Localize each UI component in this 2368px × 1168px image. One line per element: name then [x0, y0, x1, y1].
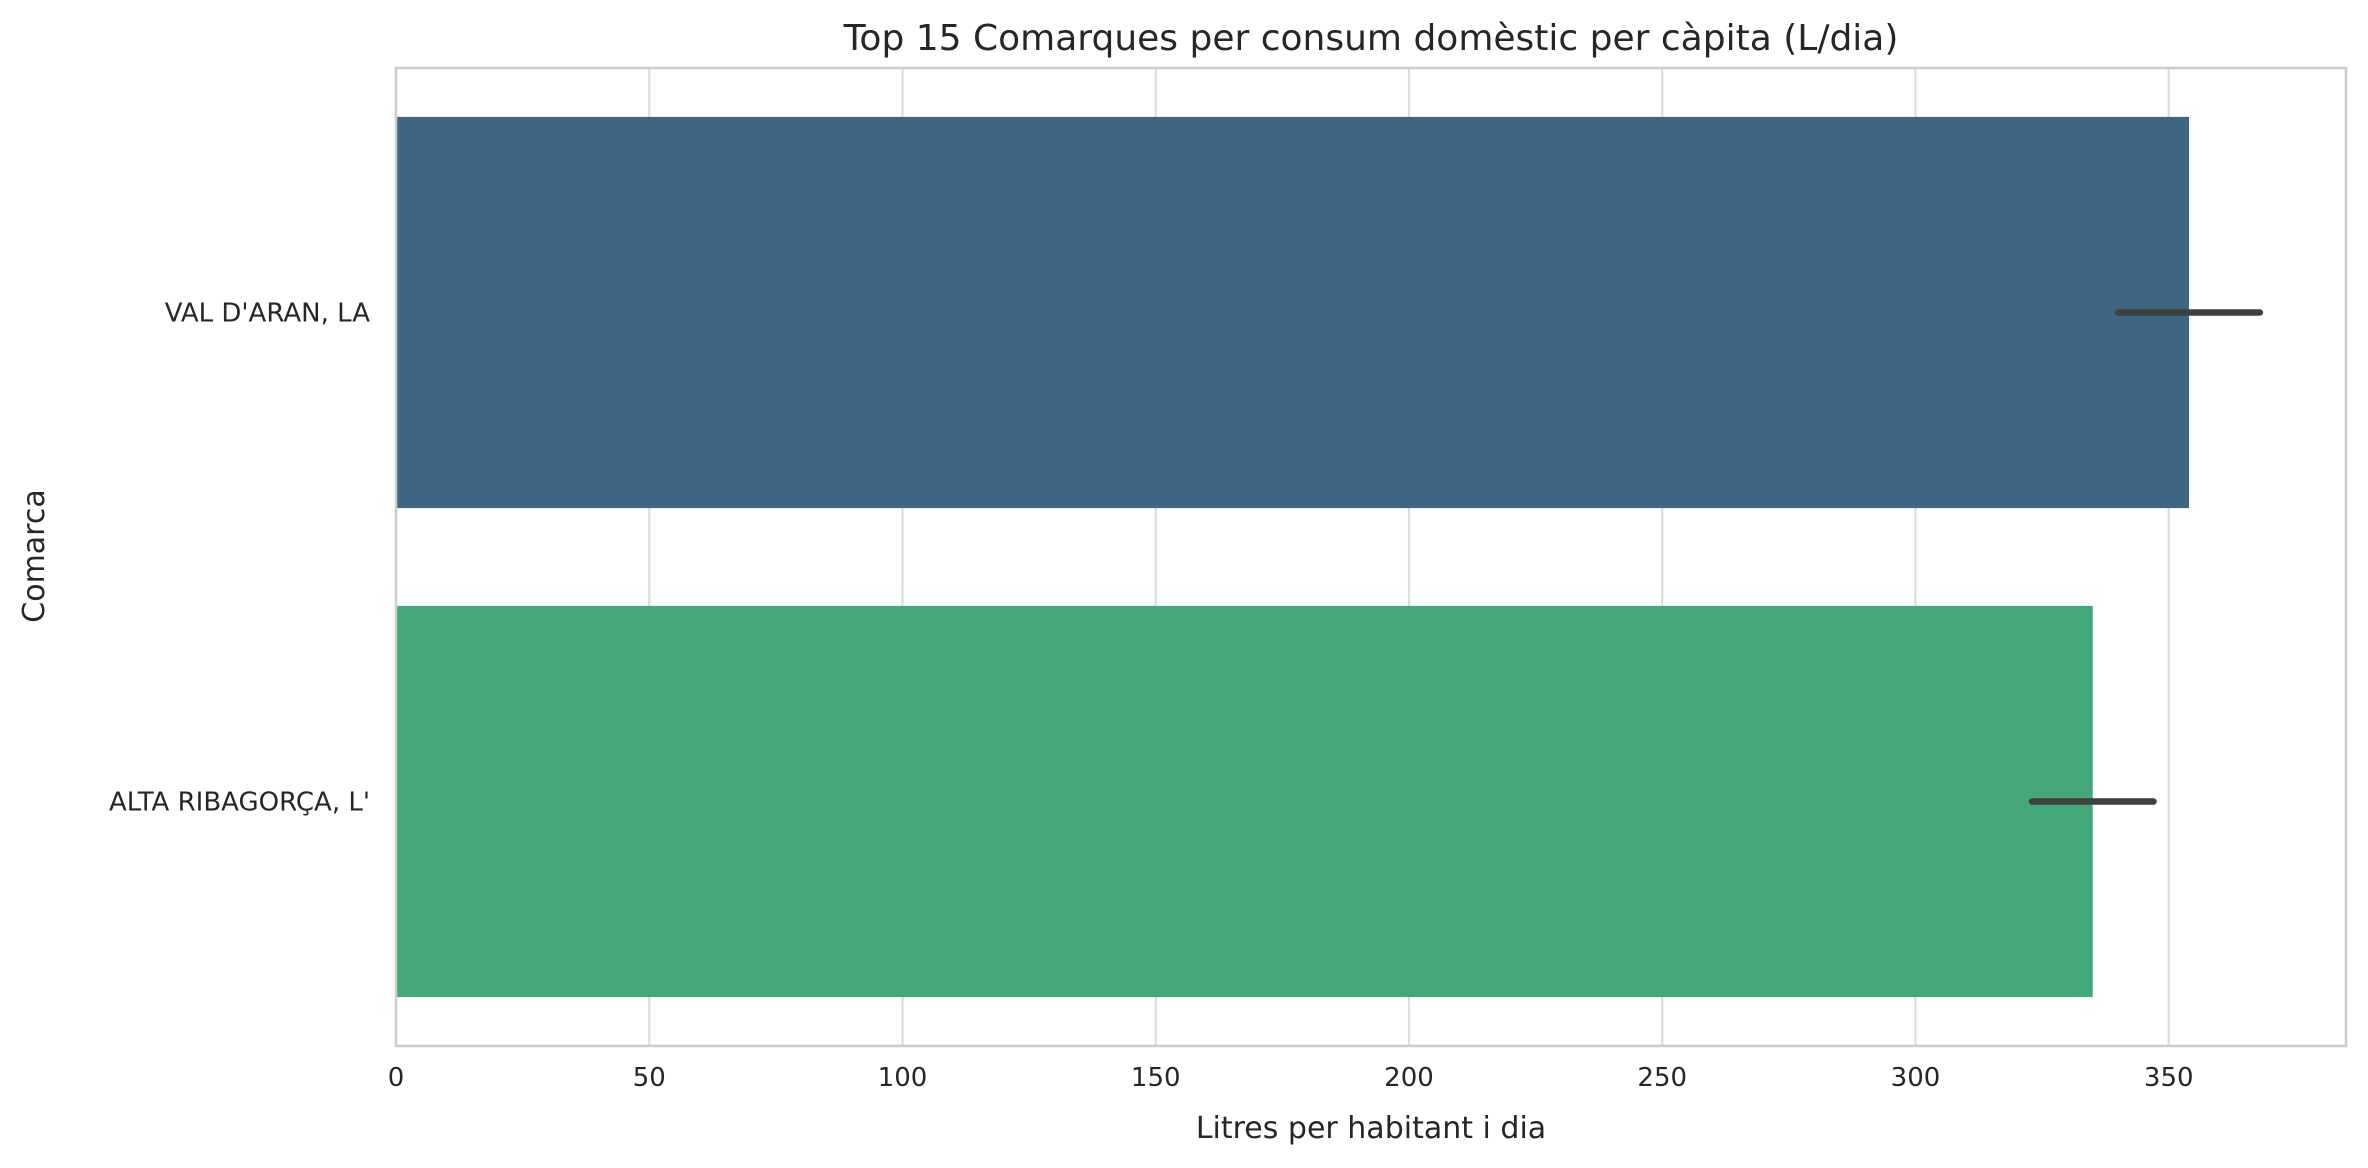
- bar: [396, 116, 2189, 509]
- x-tick-label: 300: [1891, 1063, 1941, 1093]
- y-tick-label: ALTA RIBAGORÇA, L': [109, 788, 370, 818]
- x-tick-label: 50: [633, 1063, 666, 1093]
- x-tick-labels: 0 50 100 150 200 250 300 350: [388, 1063, 2194, 1093]
- x-tick-label: 350: [2144, 1063, 2194, 1093]
- bars: [396, 116, 2189, 998]
- error-bars: [2028, 309, 2264, 805]
- x-tick-label: 250: [1637, 1063, 1687, 1093]
- y-tick-labels: VAL D'ARAN, LA ALTA RIBAGORÇA, L': [109, 299, 370, 818]
- x-tick-label: 150: [1131, 1063, 1181, 1093]
- x-tick-label: 0: [388, 1063, 405, 1093]
- y-tick-label: VAL D'ARAN, LA: [165, 299, 370, 329]
- x-axis-title: Litres per habitant i dia: [1196, 1111, 1546, 1146]
- y-axis-title: Comarca: [17, 489, 52, 622]
- chart-title: Top 15 Comarques per consum domèstic per…: [843, 18, 1899, 59]
- x-tick-label: 200: [1384, 1063, 1434, 1093]
- bar: [396, 605, 2093, 998]
- x-tick-label: 100: [878, 1063, 928, 1093]
- plot-frame: [394, 66, 2348, 1048]
